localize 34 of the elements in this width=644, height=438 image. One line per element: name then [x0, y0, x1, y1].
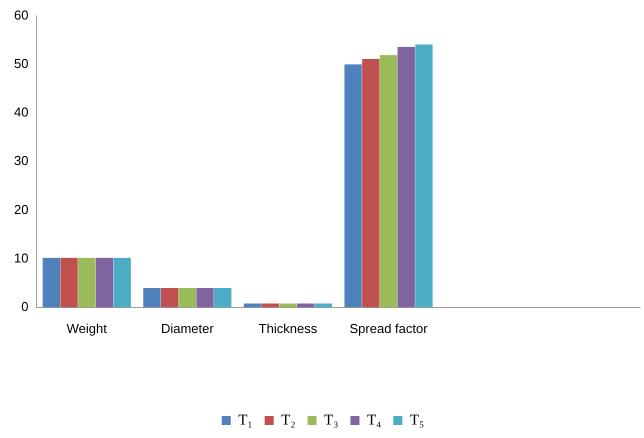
legend-label: T₁: [238, 412, 253, 428]
legend-label: T₄: [366, 412, 382, 428]
y-tick-label: 60: [14, 7, 28, 22]
bar: [362, 59, 380, 308]
bar: [143, 288, 161, 308]
bar: [160, 288, 178, 308]
bar: [296, 304, 314, 308]
bar: [398, 46, 415, 308]
x-tick-label: Spread factor: [350, 320, 428, 336]
bar: [262, 304, 279, 308]
legend-label: T₃: [324, 412, 338, 428]
y-tick-label: 20: [14, 202, 28, 217]
y-tick-label: 0: [21, 298, 28, 314]
bar: [178, 288, 196, 308]
y-tick-label: 10: [14, 250, 28, 266]
y-tick-label: 30: [14, 153, 28, 168]
x-tick-label: Thickness: [258, 320, 318, 336]
x-tick-label: Weight: [66, 320, 108, 336]
bar: [42, 258, 60, 308]
x-tick-label: Diameter: [160, 320, 214, 336]
bar: [344, 64, 362, 308]
bar: [60, 258, 78, 308]
y-tick-label: 50: [14, 56, 28, 71]
legend-label: T₅: [410, 412, 424, 428]
bar: [113, 258, 131, 308]
bar: [415, 44, 433, 308]
bar: [214, 288, 232, 308]
legend-label: T₂: [281, 412, 296, 428]
bar: [380, 55, 398, 308]
y-tick-label: 40: [14, 104, 28, 120]
bar: [96, 258, 114, 308]
bar: [314, 304, 332, 308]
bar: [78, 258, 96, 308]
bar: [196, 288, 214, 308]
